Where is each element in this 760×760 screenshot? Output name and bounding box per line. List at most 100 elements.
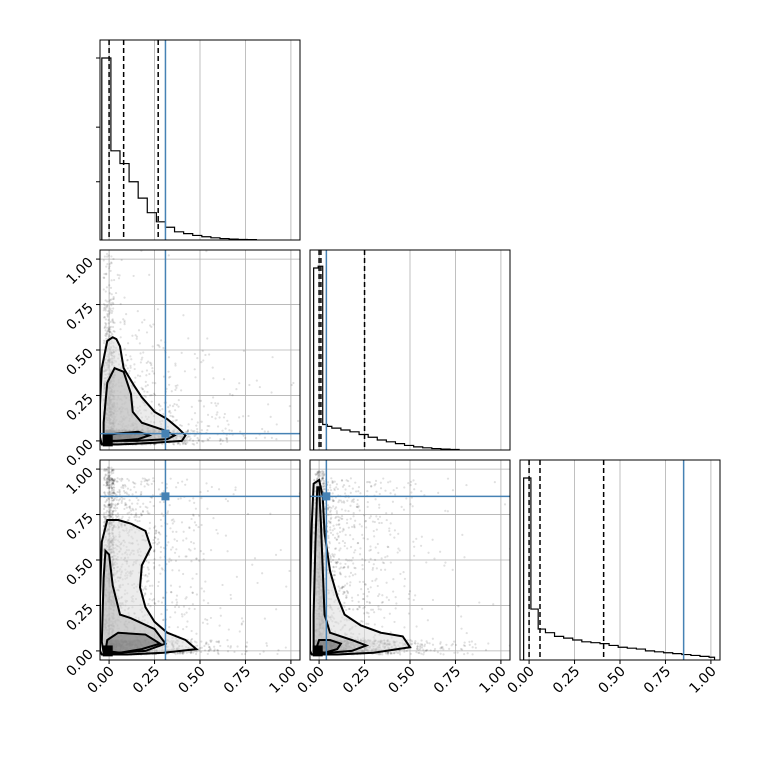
scatter-point [181,443,185,446]
scatter-point [207,602,210,605]
scatter-point [169,411,172,414]
scatter-point [162,500,165,504]
scatter-point [349,378,351,380]
scatter-point [155,529,158,532]
scatter-point [171,569,174,572]
scatter-point [107,479,110,482]
scatter-point [108,312,111,315]
axes-frame [309,249,511,451]
scatter-point [246,512,250,516]
scatter-point [105,481,108,484]
scatter-point [238,382,241,385]
scatter-point [103,125,105,127]
scatter-point [157,488,161,491]
scatter-point [210,401,213,405]
scatter-point [170,519,173,522]
scatter-point [109,506,112,509]
scatter-point [131,334,134,337]
scatter-point [170,390,173,393]
scatter-point [108,330,112,334]
scatter-point [190,418,194,421]
scatter-point [108,513,111,516]
scatter-point [205,250,208,253]
scatter-point [112,503,115,506]
scatter-point [186,430,189,433]
scatter-point [123,321,126,324]
scatter-point [226,550,229,553]
scatter-point [153,536,156,539]
scatter-point [140,492,143,495]
scatter-point [189,437,192,440]
scatter-point [208,436,211,439]
scatter-point [209,549,213,552]
scatter-point [107,498,111,501]
scatter-point [124,364,128,367]
scatter-point [174,611,177,614]
scatter-point [168,383,171,386]
scatter-point [109,511,112,514]
scatter-point [202,552,205,555]
scatter-point [192,497,195,500]
scatter-point [103,478,106,482]
scatter-point [157,403,161,406]
scatter-point [111,222,113,224]
scatter-point [162,514,165,518]
scatter-point [105,337,108,340]
scatter-point [105,326,108,329]
scatter-point [106,491,109,494]
scatter-point [104,469,107,472]
scatter-point [105,483,109,486]
scatter-point [103,476,106,480]
scatter-point [131,493,134,496]
scatter-point [111,509,114,513]
scatter-point [105,286,108,289]
scatter-point [238,416,241,419]
scatter-point [115,515,119,519]
scatter-point [200,361,203,364]
scatter-point [102,341,106,345]
scatter-point [153,393,156,397]
scatter-point [219,607,222,610]
scatter-point [196,427,199,431]
scatter-point [226,419,229,422]
scatter-point [107,510,110,513]
scatter-point [143,390,146,393]
contour-line [100,336,187,446]
scatter-point [275,608,278,611]
scatter-point [123,319,126,322]
scatter-point [124,485,127,488]
scatter-point [190,405,193,408]
scatter-point [134,376,137,379]
scatter-point [103,491,106,494]
scatter-point [121,515,124,518]
scatter-point [196,356,199,360]
scatter-point [203,649,207,652]
scatter-point [109,514,112,518]
scatter-point [227,628,230,631]
scatter-point [240,623,243,626]
scatter-point [106,476,109,479]
scatter-point [189,651,192,654]
scatter-point [141,510,145,513]
scatter-point [105,515,108,518]
scatter-point [110,166,112,168]
scatter-point [178,652,182,655]
scatter-point [150,362,153,365]
scatter-point [212,377,215,380]
scatter-point [181,652,184,655]
scatter-point [189,549,192,552]
scatter-point [156,308,160,311]
scatter-point [174,419,177,422]
scatter-point [106,505,109,509]
scatter-point [207,649,210,653]
scatter-point [174,409,177,412]
scatter-point [113,321,116,324]
scatter-point [105,272,108,275]
scatter-point [111,513,114,516]
scatter-point [122,486,125,490]
scatter-point [141,370,144,373]
scatter-point [111,469,114,473]
scatter-point [193,412,197,415]
scatter-point [216,411,219,414]
scatter-point [206,438,209,441]
